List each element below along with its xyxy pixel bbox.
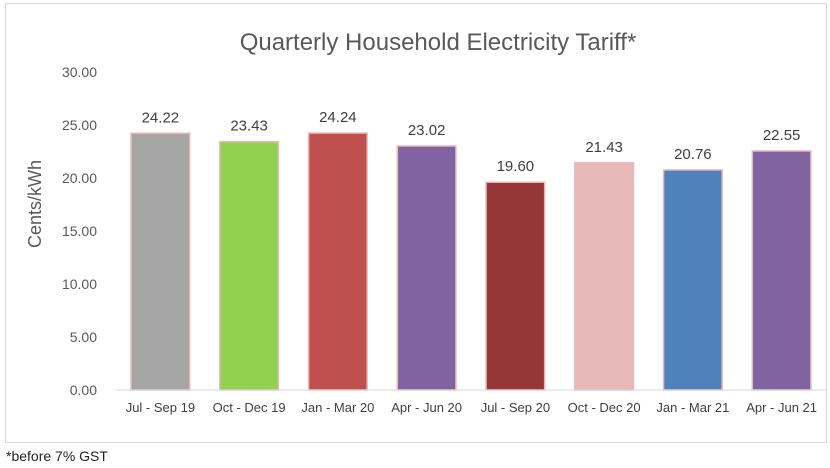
- x-tick-label: Apr - Jun 20: [391, 400, 462, 415]
- bar: [485, 181, 546, 391]
- y-axis-ticks: 0.00 5.00 10.00 15.00 20.00 25.00 30.00: [62, 64, 97, 398]
- bar: [574, 162, 635, 391]
- data-label: 23.43: [230, 118, 268, 135]
- x-axis-ticks: Jul - Sep 19 Oct - Dec 19 Jan - Mar 20 Apr …: [126, 400, 817, 415]
- y-tick-label: 5.00: [70, 329, 97, 345]
- footnote: *before 7% GST: [6, 448, 108, 464]
- y-tick-label: 0.00: [70, 382, 97, 398]
- bar: [219, 140, 280, 391]
- data-label: 24.22: [142, 109, 180, 126]
- data-label: 22.55: [763, 127, 801, 144]
- y-tick-label: 10.00: [62, 276, 97, 292]
- bars: [130, 132, 812, 391]
- x-tick-label: Jul - Sep 19: [126, 400, 195, 415]
- y-axis-label: Cents/kWh: [25, 160, 45, 248]
- bar-chart: Quarterly Household Electricity Tariff* …: [25, 29, 826, 415]
- y-tick-label: 20.00: [62, 170, 97, 186]
- bar: [307, 132, 368, 391]
- x-tick-label: Apr - Jun 21: [746, 400, 817, 415]
- chart-frame: Quarterly Household Electricity Tariff* …: [5, 3, 827, 443]
- x-tick-label: Oct - Dec 20: [568, 400, 641, 415]
- data-label: 23.02: [408, 122, 446, 139]
- bar: [751, 150, 812, 391]
- x-tick-label: Jul - Sep 20: [481, 400, 550, 415]
- x-tick-label: Jan - Mar 21: [656, 400, 729, 415]
- chart-title: Quarterly Household Electricity Tariff*: [240, 29, 637, 56]
- x-tick-label: Jan - Mar 20: [301, 400, 374, 415]
- y-tick-label: 30.00: [62, 64, 97, 80]
- data-label: 19.60: [497, 158, 535, 175]
- bar: [662, 169, 723, 391]
- y-tick-label: 15.00: [62, 223, 97, 239]
- data-labels: 24.22 23.43 24.24 23.02 19.60 21.43 20.76 22.55: [142, 109, 801, 175]
- data-label: 24.24: [319, 109, 357, 126]
- data-label: 21.43: [585, 139, 623, 156]
- bar: [130, 132, 191, 391]
- data-label: 20.76: [674, 146, 712, 163]
- bar: [396, 145, 457, 391]
- x-tick-label: Oct - Dec 19: [213, 400, 286, 415]
- y-tick-label: 25.00: [62, 117, 97, 133]
